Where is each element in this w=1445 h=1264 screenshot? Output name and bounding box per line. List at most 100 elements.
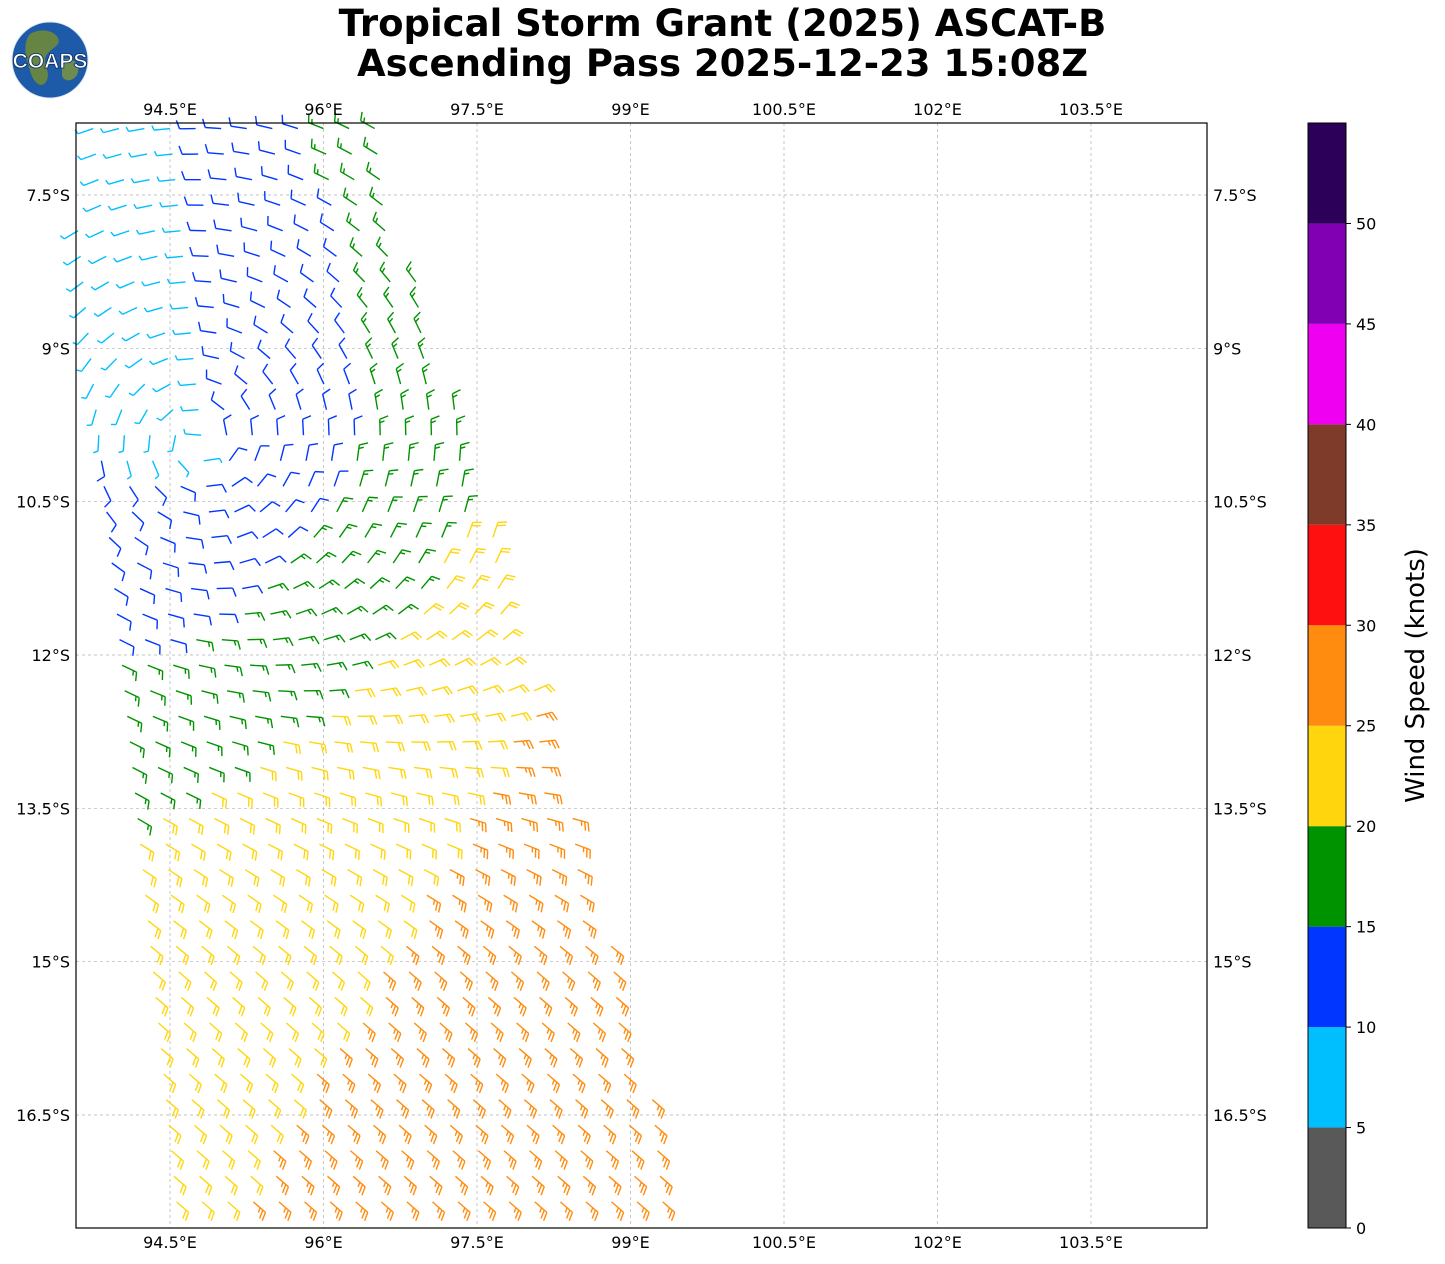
wind-barb [464,494,478,513]
wind-barb [249,920,264,940]
wind-barb [293,1099,307,1119]
lat-tick-label-left: 10.5°S [16,493,70,512]
wind-barb [479,656,502,666]
wind-barb [554,894,570,913]
wind-barb [284,338,297,360]
wind-barb [316,362,325,385]
wind-barb [150,690,166,706]
wind-barb [252,945,267,966]
wind-barb [526,1124,540,1145]
wind-barb [283,741,302,755]
wind-barb [254,115,273,130]
wind-barb [110,409,123,426]
wind-barb [603,1124,617,1145]
wind-barb [469,547,486,564]
wind-barb [155,996,169,1017]
wind-barb [375,894,390,913]
wind-barb [219,1124,233,1145]
wind-barb [551,869,568,886]
wind-barb [156,176,176,182]
wind-barb [278,1201,292,1222]
wind-barb [503,1150,517,1170]
wind-barb [173,664,190,679]
wind-barb [391,337,399,359]
wind-barb [380,1201,395,1222]
wind-barb [508,1201,522,1222]
wind-barb [631,1150,645,1170]
wind-barb [79,179,99,187]
wind-barb [293,580,315,590]
wind-barb [549,1099,563,1119]
wind-barb [549,843,566,859]
wind-barb [523,843,540,859]
wind-barb [441,521,457,538]
wind-barb [198,920,213,940]
wind-barb [290,189,306,206]
wind-barb [76,358,92,373]
wind-barb [132,766,148,784]
wind-barb [179,405,199,412]
wind-barb [475,869,491,886]
wind-barb [168,1124,182,1145]
wind-barb [234,167,253,181]
colorbar-tick-label: 45 [1356,315,1376,334]
wind-barb [472,1099,486,1119]
wind-barb [592,1022,607,1043]
wind-barb [379,261,391,283]
wind-barb [439,766,459,779]
colorbar-bin [1308,725,1346,827]
wind-barb [362,136,378,155]
plot-title: Tropical Storm Grant (2025) ASCAT-B Asce… [0,4,1445,84]
wind-barb [262,1048,277,1068]
wind-barb [518,792,537,805]
wind-barb [426,630,448,641]
wind-barb [315,551,337,564]
wind-barb [458,441,470,461]
wind-barb [159,201,178,208]
wind-barb [62,255,82,266]
wind-barb [172,329,191,336]
wind-barb [177,460,190,478]
wind-barb [364,337,374,359]
wind-barb [242,1099,256,1119]
lon-tick-label-top: 96°E [304,100,342,119]
colorbar-bin [1308,926,1346,1028]
wind-barb [367,549,387,564]
wind-barb [420,575,441,590]
wind-barb [539,996,553,1017]
wind-barb [582,920,597,939]
wind-barb [339,162,355,181]
wind-barb [134,792,150,810]
wind-barb [138,255,158,261]
wind-barb [301,415,312,436]
wind-barb [77,153,97,161]
wind-barb [447,1099,461,1119]
wind-barb [360,311,371,334]
wind-barb [206,996,220,1017]
wind-barb [226,318,243,334]
wind-barb [369,577,391,590]
colorbar-frame [1307,122,1347,1229]
wind-barb [267,215,283,232]
wind-barb [106,511,117,533]
lon-tick-label-top: 99°E [611,100,649,119]
wind-barb [180,485,197,502]
wind-barb [287,164,304,181]
wind-barb [396,1099,410,1119]
wind-barb [167,435,177,453]
wind-barb [151,125,171,131]
wind-barb [137,562,153,580]
wind-barb [183,196,204,206]
wind-barb [321,869,337,887]
wind-barb [449,869,465,887]
wind-barb [244,611,266,621]
wind-barb [243,242,260,257]
wind-barb [175,690,193,705]
wind-barb [183,1022,197,1043]
wind-barb [237,192,255,206]
lat-tick-label-right: 12°S [1213,646,1252,665]
wind-barb [147,664,164,681]
wind-barb [113,587,129,606]
wind-barb [388,1022,402,1043]
wind-barb [341,550,362,564]
